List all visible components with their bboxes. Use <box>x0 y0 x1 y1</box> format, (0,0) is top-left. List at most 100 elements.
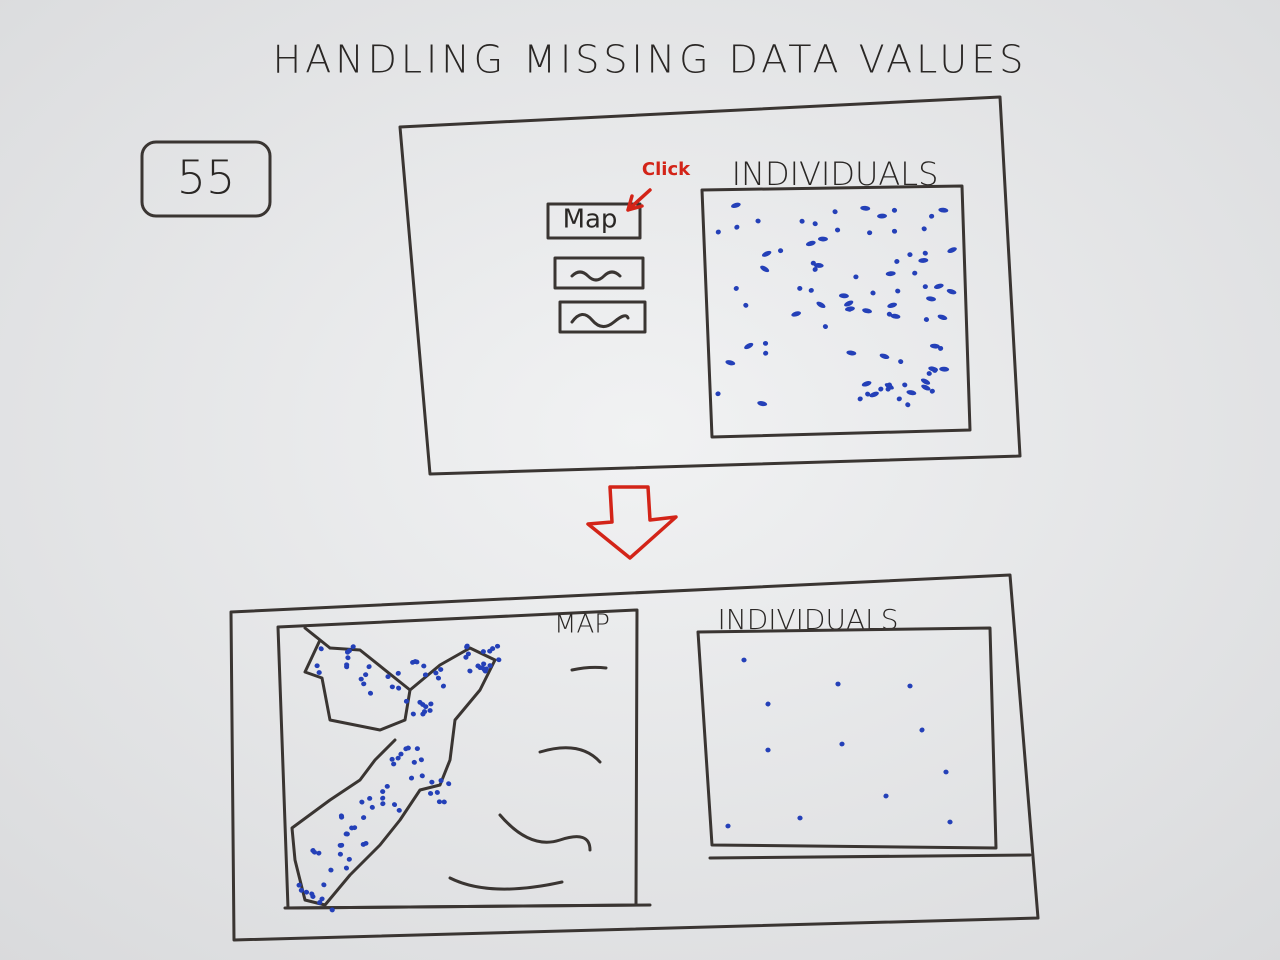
transition-arrow <box>586 485 678 560</box>
point <box>838 293 849 299</box>
point <box>810 260 816 266</box>
point <box>921 226 927 232</box>
point <box>762 340 769 346</box>
point <box>832 209 838 215</box>
point <box>743 302 749 308</box>
point <box>884 383 894 390</box>
legend-line <box>448 876 564 891</box>
point <box>923 317 930 322</box>
point <box>929 388 935 394</box>
map-underline <box>283 903 652 910</box>
point <box>398 751 404 757</box>
panel-underline <box>708 853 1032 860</box>
point <box>344 664 350 670</box>
point <box>403 698 410 704</box>
point <box>902 382 908 388</box>
point <box>765 747 771 753</box>
point <box>797 815 803 821</box>
point <box>423 704 429 710</box>
point <box>805 240 816 247</box>
page-number-box <box>140 140 272 218</box>
point <box>905 402 911 408</box>
point <box>883 793 889 799</box>
point <box>475 663 481 669</box>
point <box>834 227 841 233</box>
point <box>410 711 416 717</box>
point <box>350 644 356 650</box>
point <box>436 799 443 805</box>
point <box>395 755 401 761</box>
map-button[interactable] <box>546 202 642 240</box>
point <box>891 228 898 234</box>
point <box>411 759 417 765</box>
point <box>891 207 898 213</box>
map-button-label[interactable]: Map <box>563 205 618 235</box>
point <box>494 643 501 649</box>
point <box>946 288 957 295</box>
button[interactable] <box>558 300 647 334</box>
point <box>360 842 366 847</box>
click-arrow <box>626 188 652 212</box>
map-coastline <box>290 626 497 907</box>
screen-before-frame <box>398 95 1022 476</box>
point <box>321 882 327 888</box>
legend-line <box>538 746 602 764</box>
point <box>389 684 395 690</box>
point <box>938 346 944 351</box>
point <box>337 851 344 857</box>
point <box>844 306 855 312</box>
point <box>878 386 884 392</box>
click-annotation: Click <box>642 159 691 180</box>
point <box>339 842 345 848</box>
point <box>898 359 904 365</box>
point <box>765 701 771 707</box>
individuals-panel <box>696 626 998 850</box>
point <box>744 342 754 350</box>
map-points <box>296 643 502 913</box>
point <box>433 670 439 676</box>
point <box>857 396 863 402</box>
point <box>463 654 469 660</box>
point <box>929 213 935 219</box>
point <box>434 790 440 795</box>
point <box>438 667 444 672</box>
individuals-points <box>725 657 953 829</box>
point <box>816 301 826 309</box>
point <box>298 887 304 893</box>
point <box>438 778 444 783</box>
point <box>343 865 350 871</box>
point <box>947 819 953 825</box>
point <box>907 252 913 258</box>
map-title: MAP <box>554 610 610 640</box>
point <box>428 701 434 707</box>
point <box>420 711 426 717</box>
point <box>419 773 425 779</box>
point <box>839 741 845 747</box>
point <box>391 761 397 767</box>
point <box>896 396 902 402</box>
point <box>799 218 805 224</box>
point <box>316 670 322 675</box>
point <box>926 371 932 376</box>
button-squiggle <box>570 270 622 282</box>
point <box>389 756 395 762</box>
point <box>496 657 502 663</box>
screen-after-frame <box>229 573 1040 942</box>
point <box>412 659 418 665</box>
point <box>812 221 818 227</box>
point <box>912 270 918 276</box>
legend-line <box>570 665 608 672</box>
point <box>317 900 323 905</box>
title: HANDLING MISSING DATA VALUES <box>273 38 1028 82</box>
point <box>363 672 369 678</box>
point <box>380 801 386 807</box>
point <box>733 285 739 291</box>
point <box>906 390 917 396</box>
point <box>731 202 741 209</box>
button[interactable] <box>553 256 645 290</box>
point <box>395 670 401 676</box>
point <box>405 745 411 751</box>
point <box>844 300 854 307</box>
